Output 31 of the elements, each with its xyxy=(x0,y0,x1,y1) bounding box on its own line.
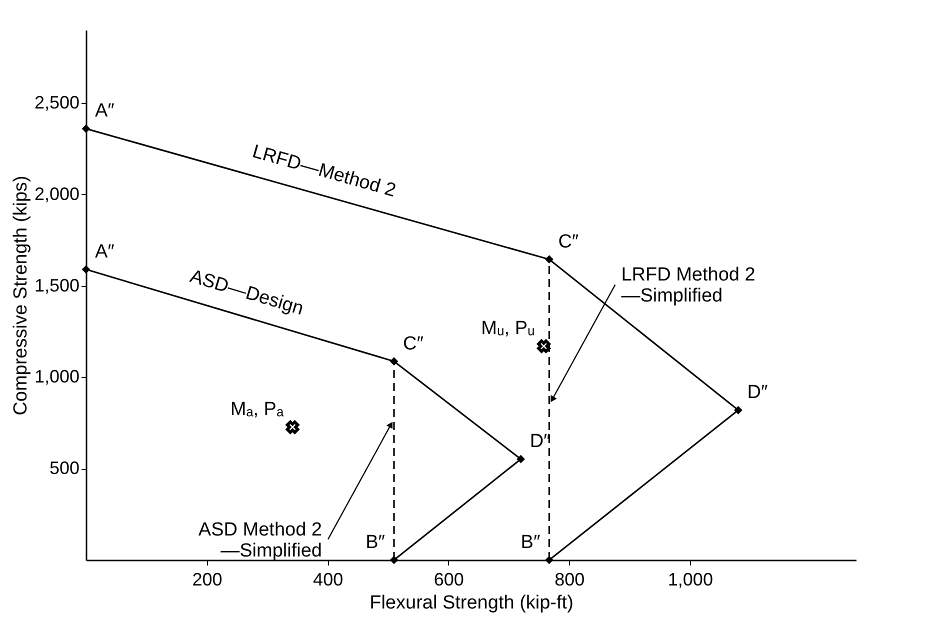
annotation: D″ xyxy=(530,431,551,452)
x-tick-label: 200 xyxy=(192,570,222,590)
y-tick-label: 1,500 xyxy=(34,275,80,296)
y-axis-title: Compressive Strength (kips) xyxy=(10,176,32,416)
annotation: Mₐ, Pₐ xyxy=(230,399,284,420)
x-tick-label: 800 xyxy=(554,570,585,590)
y-tick-label: 500 xyxy=(49,458,80,478)
y-tick-label: 2,000 xyxy=(34,184,80,204)
point xyxy=(537,339,550,353)
annotation: Mᵤ, Pᵤ xyxy=(481,318,535,340)
annotation: C″ xyxy=(558,231,579,252)
annotation: D″ xyxy=(747,382,768,404)
annotation: C″ xyxy=(403,333,424,354)
x-tick-label: 600 xyxy=(434,570,464,590)
point xyxy=(545,255,554,264)
point xyxy=(82,265,90,274)
annotation: B″ xyxy=(366,532,386,553)
annotation: ASD Method 2 —Simplified xyxy=(198,519,322,562)
x-tick-label: 1,000 xyxy=(668,570,713,590)
annotation: A″ xyxy=(95,241,115,262)
annotation: B″ xyxy=(520,532,540,553)
y-tick-label: 2,500 xyxy=(34,92,80,113)
annotation: A″ xyxy=(95,100,115,122)
point xyxy=(82,124,90,133)
point xyxy=(286,420,300,434)
y-tick-label: 1,000 xyxy=(34,366,80,387)
annotation: LRFD Method 2 —Simplified xyxy=(621,264,756,307)
point xyxy=(734,406,742,414)
x-axis-title: Flexural Strength (kip-ft) xyxy=(370,592,574,614)
x-tick-label: 400 xyxy=(313,570,344,590)
point xyxy=(516,454,526,464)
